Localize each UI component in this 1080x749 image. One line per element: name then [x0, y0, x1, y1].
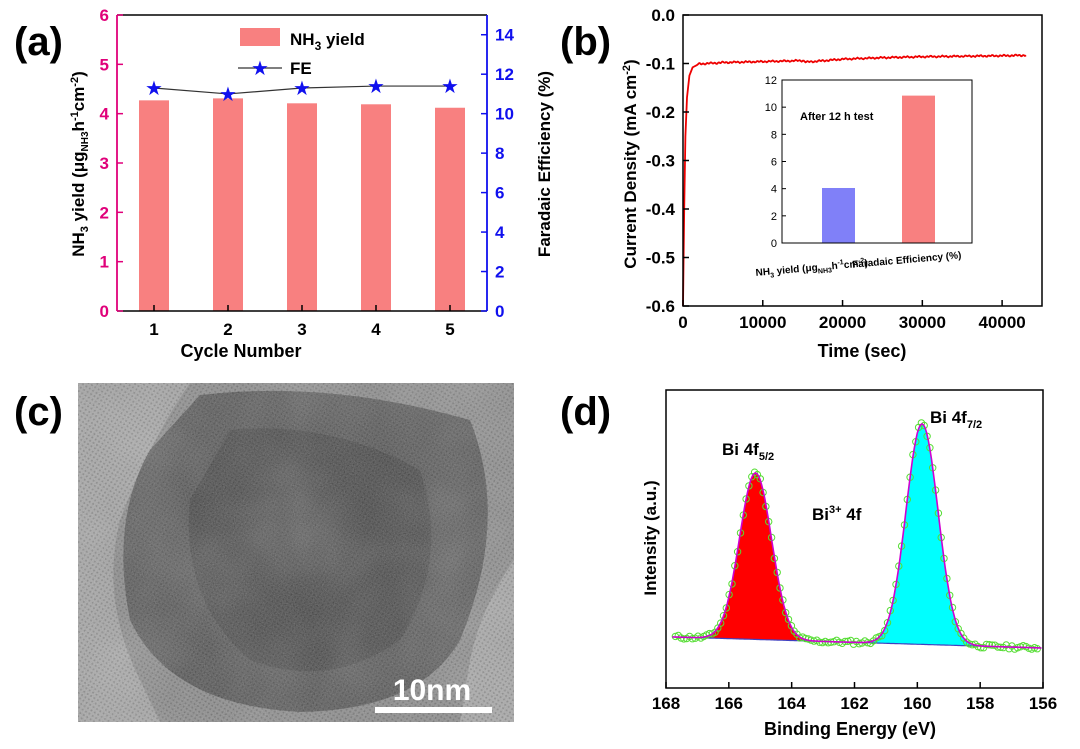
y-tick-label-b: 0.0 [651, 6, 675, 25]
y-tick-label-b: -0.4 [646, 200, 676, 219]
fit-envelope-line [672, 422, 1042, 649]
x-tick-label-d: 158 [966, 694, 994, 713]
x-tick-label-a: 4 [371, 320, 381, 339]
y-tick-label-b: -0.1 [646, 55, 675, 74]
raw-data-point [719, 612, 728, 620]
inset-background [752, 80, 977, 244]
center-label: Bi3+ 4f [812, 504, 862, 524]
panel-label-c: (c) [14, 390, 63, 434]
inset-bar-2 [902, 95, 935, 243]
x-tick-label-d: 160 [903, 694, 931, 713]
inset-bar-1 [822, 187, 855, 243]
inset-y-tick-label: 8 [771, 129, 777, 141]
x-tick-label-d: 164 [777, 694, 806, 713]
inset-y-tick-label: 2 [771, 211, 777, 223]
peak-bi4f72-fill [827, 423, 1015, 648]
x-tick-label-a: 2 [223, 320, 232, 339]
y2-tick-label-a: 8 [495, 144, 504, 163]
inset-y-tick-label: 12 [765, 75, 777, 87]
x-tick-label-b: 40000 [978, 313, 1025, 332]
y2-axis-label-a: Faradaic Efficiency (%) [535, 71, 554, 257]
y-axis-label-d: Intensity (a.u.) [641, 480, 660, 595]
peak-label-bi4f52: Bi 4f5/2 [722, 440, 774, 463]
inset-y-tick-label: 6 [771, 157, 777, 169]
x-tick-label-d: 168 [652, 694, 680, 713]
y-axis-label-a: NH3 yield (μgNH3h-1cm-2) [69, 71, 91, 257]
y2-tick-label-a: 2 [495, 263, 504, 282]
peak-label-bi4f72: Bi 4f7/2 [930, 408, 982, 431]
inset-y-tick-label: 4 [771, 184, 777, 196]
raw-data-point [982, 640, 991, 649]
fe-point-1: ★ [145, 78, 163, 100]
panel-label-a: (a) [14, 20, 63, 64]
inset-category-1: NH3 yield (μgNH3h-1cm-2) [755, 257, 868, 281]
fe-point-2: ★ [219, 84, 237, 106]
inset-category-2: Faradaic Efficiency (%) [852, 250, 962, 271]
y-axis-label-b: Current Density (mA cm-2) [621, 59, 640, 268]
y2-tick-label-a: 12 [495, 65, 514, 84]
scale-bar [375, 707, 492, 713]
y-tick-label-b: -0.2 [646, 103, 675, 122]
chart-d: 168 166 164 162 160 158 156 Bi 4f5/2 Bi 4f7/2 … [641, 389, 1057, 739]
y2-tick-label-a: 10 [495, 105, 514, 124]
y2-tick-label-a: 0 [495, 302, 504, 321]
x-tick-label-a: 3 [297, 320, 306, 339]
legend-bar-swatch [240, 28, 280, 46]
fe-point-3: ★ [293, 78, 311, 100]
x-tick-label-a: 5 [445, 320, 454, 339]
peak-bi4f52-fill [672, 472, 849, 643]
legend-bar-label: NH3 yield [290, 30, 365, 53]
tem-image: 10nm [78, 383, 514, 722]
bar-cycle-4 [361, 104, 391, 311]
x-tick-label-b: 0 [678, 313, 687, 332]
y-tick-label-a: 4 [100, 105, 110, 124]
y-tick-label-a: 3 [100, 154, 109, 173]
legend-star-icon: ★ [251, 58, 269, 80]
scale-bar-label: 10nm [393, 674, 471, 707]
x-tick-label-b: 10000 [739, 313, 786, 332]
y-tick-label-b: -0.3 [646, 152, 675, 171]
x-tick-label-d: 166 [715, 694, 743, 713]
chart-b: 0.0-0.1-0.2-0.3-0.4-0.5-0.60 10000 20000 30… [621, 6, 1043, 361]
bar-cycle-1 [139, 100, 169, 311]
y2-tick-label-a: 4 [495, 223, 505, 242]
bar-cycle-3 [287, 103, 317, 311]
legend-line-label: FE [290, 59, 312, 78]
raw-data-point [824, 639, 832, 647]
x-axis-label-a: Cycle Number [180, 341, 301, 361]
current-density-line [682, 53, 1027, 307]
y-tick-label-b: -0.5 [646, 249, 675, 268]
panel-label-b: (b) [560, 20, 611, 64]
x-tick-label-a: 1 [149, 320, 158, 339]
inset-y-tick-label: 0 [771, 238, 777, 250]
y-tick-label-a: 6 [100, 6, 109, 25]
x-tick-label-b: 20000 [819, 313, 866, 332]
raw-data-point [985, 641, 993, 649]
raw-data-point [717, 619, 725, 627]
y-tick-label-a: 5 [100, 55, 109, 74]
y-tick-label-b: -0.6 [646, 297, 675, 316]
panel-label-d: (d) [560, 390, 611, 434]
fe-line [153, 85, 450, 95]
inset-y-tick-label: 10 [765, 102, 777, 114]
fe-point-4: ★ [367, 76, 385, 98]
bar-cycle-2 [213, 98, 243, 311]
x-axis-label-b: Time (sec) [818, 341, 907, 361]
x-tick-label-d: 156 [1029, 694, 1057, 713]
x-tick-label-d: 162 [840, 694, 868, 713]
x-tick-label-b: 30000 [899, 313, 946, 332]
fe-point-5: ★ [441, 76, 459, 98]
y2-tick-label-a: 6 [495, 184, 504, 203]
bar-cycle-5 [435, 107, 465, 311]
raw-data-point [784, 615, 793, 624]
x-axis-label-d: Binding Energy (eV) [764, 719, 936, 739]
inset-annotation: After 12 h test [800, 111, 874, 123]
raw-data-point [977, 644, 985, 652]
y-tick-label-a: 0 [100, 302, 109, 321]
y2-tick-label-a: 14 [495, 26, 514, 45]
y-tick-label-a: 2 [100, 203, 109, 222]
y-tick-label-a: 1 [100, 253, 109, 272]
